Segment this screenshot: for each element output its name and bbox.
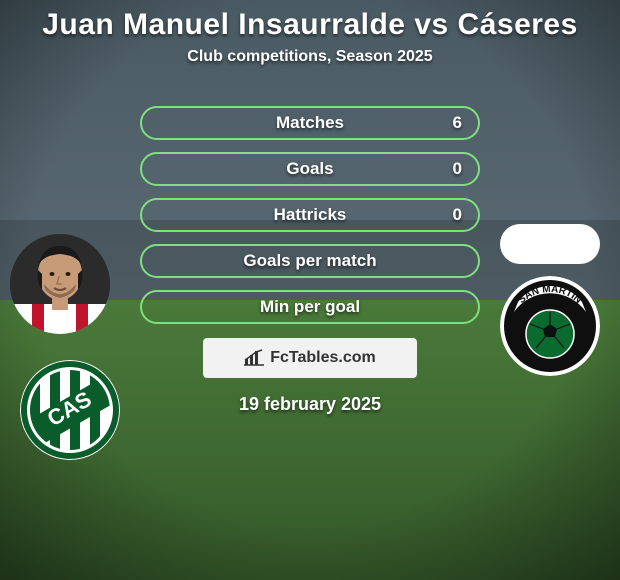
player-right-avatar-blank [500, 224, 600, 264]
watermark: FcTables.com [203, 338, 417, 378]
watermark-text: FcTables.com [270, 349, 376, 367]
stat-label: Matches [142, 113, 478, 133]
title-player-right: Cáseres [458, 8, 578, 41]
stat-pill: Goals0 [140, 152, 480, 186]
stat-label: Goals per match [142, 251, 478, 271]
player-left-avatar [10, 234, 110, 334]
stat-pill: Hattricks0 [140, 198, 480, 232]
subtitle: Club competitions, Season 2025 [0, 48, 620, 66]
page-title: Juan Manuel Insaurralde vs Cáseres [0, 8, 620, 42]
title-vs: vs [405, 8, 457, 41]
stat-pill: Min per goal [140, 290, 480, 324]
club-right-badge: SAN MARTIN [500, 276, 600, 376]
stat-pill: Goals per match [140, 244, 480, 278]
stat-pill: Matches6 [140, 106, 480, 140]
stat-value-right: 6 [453, 113, 462, 133]
bar-chart-icon [244, 349, 264, 367]
stat-label: Goals [142, 159, 478, 179]
stat-label: Min per goal [142, 297, 478, 317]
stat-value-right: 0 [453, 205, 462, 225]
stat-label: Hattricks [142, 205, 478, 225]
stat-value-right: 0 [453, 159, 462, 179]
stats-area: CAS SAN MARTIN [0, 106, 620, 324]
club-left-badge: CAS [20, 360, 120, 460]
title-player-left: Juan Manuel Insaurralde [42, 8, 405, 41]
